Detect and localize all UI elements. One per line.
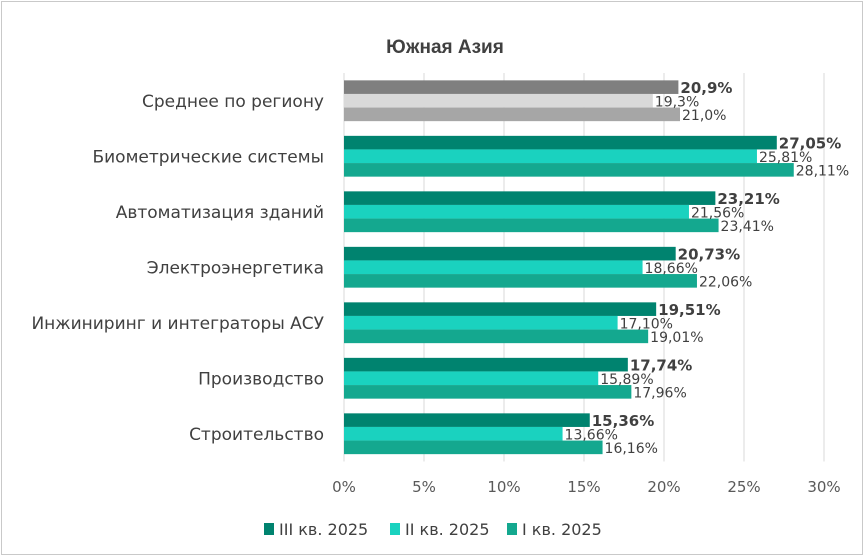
bar — [344, 371, 599, 386]
x-tick-label: 25% — [727, 478, 760, 496]
data-label: 18,66% — [645, 261, 698, 277]
data-label: 15,36% — [592, 412, 654, 430]
category-labels: Среднее по региону Биометрические системы… — [31, 92, 324, 445]
bar — [344, 80, 679, 94]
bar — [344, 93, 653, 108]
data-label: 20,73% — [678, 245, 740, 263]
category-label: Строительство — [189, 425, 324, 445]
x-tick-label: 10% — [487, 478, 520, 496]
category-label: Инжиниринг и интеграторы АСУ — [31, 314, 324, 334]
data-label: 21,0% — [682, 108, 726, 124]
data-label: 17,10% — [620, 317, 673, 333]
x-tick-label: 5% — [412, 478, 436, 496]
legend-swatch — [390, 523, 400, 535]
bar — [344, 191, 716, 205]
data-label: 15,89% — [600, 372, 653, 388]
bar — [344, 135, 777, 150]
data-label: 17,96% — [633, 386, 686, 402]
category-label: Биометрические системы — [92, 147, 324, 167]
legend-swatch — [264, 523, 274, 535]
legend-entry: III кв. 2025 — [279, 520, 368, 539]
bar — [344, 163, 794, 177]
bar — [344, 385, 632, 399]
x-tick-label: 0% — [332, 478, 356, 496]
data-label: 17,74% — [630, 356, 692, 374]
bar — [344, 357, 628, 372]
data-label: 27,05% — [779, 134, 841, 152]
category-label: Автоматизация зданий — [116, 203, 324, 223]
data-label: 20,9% — [680, 79, 732, 97]
bar — [344, 107, 680, 122]
bars — [344, 80, 794, 455]
data-label: 23,41% — [721, 219, 774, 235]
data-label: 19,01% — [650, 330, 703, 346]
category-label: Производство — [198, 369, 324, 389]
data-label: 28,11% — [796, 164, 849, 180]
data-label: 21,56% — [691, 206, 744, 222]
bar — [344, 302, 657, 316]
bar — [344, 413, 590, 427]
data-label: 19,51% — [658, 301, 720, 319]
x-tick-labels: 0% 5% 10% 15% 20% 25% 30% — [332, 478, 841, 496]
legend-swatch — [507, 523, 517, 535]
bar — [344, 246, 676, 261]
legend-entry: II кв. 2025 — [405, 520, 490, 539]
bar — [344, 315, 618, 330]
bar — [344, 218, 719, 233]
data-label: 23,21% — [717, 190, 779, 208]
legend-entry: I кв. 2025 — [522, 520, 602, 539]
data-labels: 20,9%19,3%21,0%27,05%25,81%28,11%23,21%2… — [565, 79, 850, 457]
bar — [344, 149, 757, 164]
data-label: 25,81% — [759, 150, 812, 166]
data-label: 22,06% — [699, 275, 752, 291]
bar — [344, 426, 563, 441]
bar — [344, 274, 697, 288]
data-label: 16,16% — [605, 441, 658, 457]
bar — [344, 260, 643, 275]
x-tick-label: 30% — [807, 478, 840, 496]
chart-title: Южная Азия — [386, 37, 504, 58]
legend: III кв. 2025 II кв. 2025 I кв. 2025 — [264, 520, 602, 539]
bar — [344, 329, 649, 344]
data-label: 13,66% — [565, 428, 618, 444]
x-tick-label: 15% — [567, 478, 600, 496]
category-label: Среднее по региону — [142, 92, 324, 112]
category-label: Электроэнергетика — [147, 258, 324, 278]
bar — [344, 204, 689, 219]
bar — [344, 440, 603, 455]
x-tick-label: 20% — [647, 478, 680, 496]
data-label: 19,3% — [655, 95, 699, 111]
